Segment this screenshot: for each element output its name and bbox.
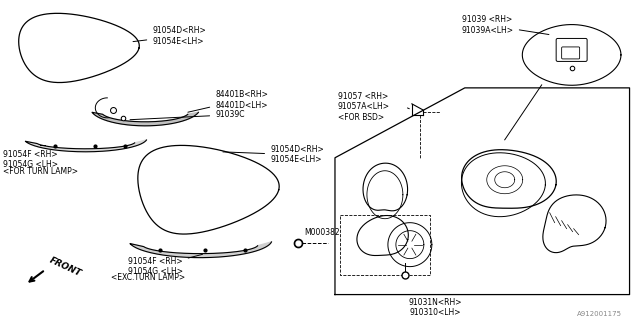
Text: 84401B<RH>
84401D<LH>: 84401B<RH> 84401D<LH> (188, 90, 268, 112)
Text: 91039C: 91039C (130, 110, 244, 120)
FancyBboxPatch shape (556, 38, 587, 61)
Text: M000382: M000382 (304, 228, 340, 237)
Text: <FOR TURN LAMP>: <FOR TURN LAMP> (3, 167, 79, 176)
Text: 91054F <RH>
91054G <LH>: 91054F <RH> 91054G <LH> (128, 254, 202, 276)
Polygon shape (130, 242, 271, 258)
Text: 91057 <RH>
91057A<LH>
<FOR BSD>: 91057 <RH> 91057A<LH> <FOR BSD> (338, 92, 390, 122)
Text: 91054F <RH>
91054G <LH>: 91054F <RH> 91054G <LH> (3, 150, 58, 170)
Text: 91054D<RH>
91054E<LH>: 91054D<RH> 91054E<LH> (133, 26, 206, 46)
Text: FRONT: FRONT (49, 255, 83, 278)
Text: 91031N<RH>
910310<LH>: 91031N<RH> 910310<LH> (408, 298, 461, 317)
Polygon shape (92, 112, 198, 126)
Text: 91054D<RH>
91054E<LH>: 91054D<RH> 91054E<LH> (223, 145, 324, 164)
Text: A912001175: A912001175 (577, 310, 622, 316)
Polygon shape (26, 140, 147, 152)
Text: <EXC.TURN LAMP>: <EXC.TURN LAMP> (111, 273, 186, 282)
FancyBboxPatch shape (562, 47, 580, 59)
Text: 91039 <RH>
91039A<LH>: 91039 <RH> 91039A<LH> (462, 15, 549, 35)
